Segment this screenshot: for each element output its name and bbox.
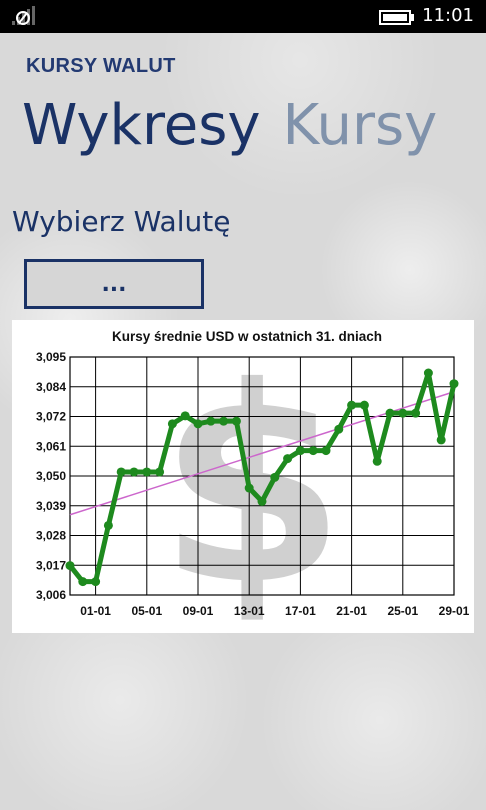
data-point bbox=[411, 408, 421, 418]
x-tick-label: 21-01 bbox=[336, 604, 367, 618]
data-point bbox=[155, 467, 165, 477]
data-point bbox=[219, 416, 229, 426]
y-tick-label: 3,039 bbox=[36, 499, 66, 513]
data-point bbox=[347, 400, 357, 410]
data-point bbox=[308, 446, 318, 456]
x-tick-label: 09-01 bbox=[183, 604, 214, 618]
data-point bbox=[116, 467, 126, 477]
data-point bbox=[206, 416, 216, 426]
data-point bbox=[78, 577, 88, 587]
data-point bbox=[270, 472, 280, 482]
currency-picker-value: ... bbox=[101, 271, 127, 297]
data-point bbox=[65, 561, 75, 571]
data-point bbox=[436, 435, 446, 445]
x-tick-label: 13-01 bbox=[234, 604, 265, 618]
y-tick-label: 3,072 bbox=[36, 410, 66, 424]
x-tick-label: 05-01 bbox=[131, 604, 162, 618]
data-point bbox=[142, 467, 152, 477]
x-tick-label: 25-01 bbox=[387, 604, 418, 618]
data-point bbox=[334, 424, 344, 434]
rate-chart: Kursy średnie USD w ostatnich 31. dniach… bbox=[36, 329, 470, 633]
y-tick-label: 3,028 bbox=[36, 529, 66, 543]
currency-picker-label: Wybierz Walutę bbox=[12, 205, 231, 238]
data-point bbox=[129, 467, 139, 477]
data-point bbox=[244, 483, 254, 493]
y-tick-label: 3,095 bbox=[36, 350, 66, 364]
data-point bbox=[103, 520, 113, 530]
y-tick-label: 3,084 bbox=[36, 380, 66, 394]
data-point bbox=[91, 577, 101, 587]
battery-icon bbox=[379, 10, 414, 25]
data-point bbox=[167, 419, 177, 429]
data-point bbox=[385, 408, 395, 418]
data-point bbox=[423, 368, 433, 378]
y-tick-label: 3,006 bbox=[36, 588, 66, 602]
data-point bbox=[283, 454, 293, 464]
data-point bbox=[231, 416, 241, 426]
signal-icon bbox=[12, 6, 35, 25]
app-title: KURSY WALUT bbox=[26, 55, 176, 77]
x-tick-label: 01-01 bbox=[80, 604, 111, 618]
tab-kursy[interactable]: Kursy bbox=[282, 93, 438, 158]
dollar-watermark: $ bbox=[158, 329, 346, 633]
data-point bbox=[321, 446, 331, 456]
chart-panel: Kursy średnie USD w ostatnich 31. dniach… bbox=[12, 320, 474, 633]
status-bar: 11:01 bbox=[0, 0, 486, 33]
x-tick-label: 17-01 bbox=[285, 604, 316, 618]
data-point bbox=[359, 400, 369, 410]
clock: 11:01 bbox=[422, 5, 474, 26]
tab-wykresy[interactable]: Wykresy bbox=[22, 93, 261, 158]
y-tick-label: 3,017 bbox=[36, 558, 66, 572]
data-point bbox=[372, 456, 382, 466]
y-tick-label: 3,050 bbox=[36, 469, 66, 483]
x-tick-label: 29-01 bbox=[439, 604, 470, 618]
currency-picker-button[interactable]: ... bbox=[24, 259, 204, 309]
data-point bbox=[180, 411, 190, 421]
pivot-header: Wykresy Kursy bbox=[22, 86, 437, 166]
data-point bbox=[449, 379, 459, 389]
data-point bbox=[193, 419, 203, 429]
chart-title: Kursy średnie USD w ostatnich 31. dniach bbox=[112, 329, 382, 344]
data-point bbox=[295, 446, 305, 456]
data-point bbox=[398, 408, 408, 418]
data-point bbox=[257, 496, 267, 506]
y-tick-label: 3,061 bbox=[36, 439, 66, 453]
